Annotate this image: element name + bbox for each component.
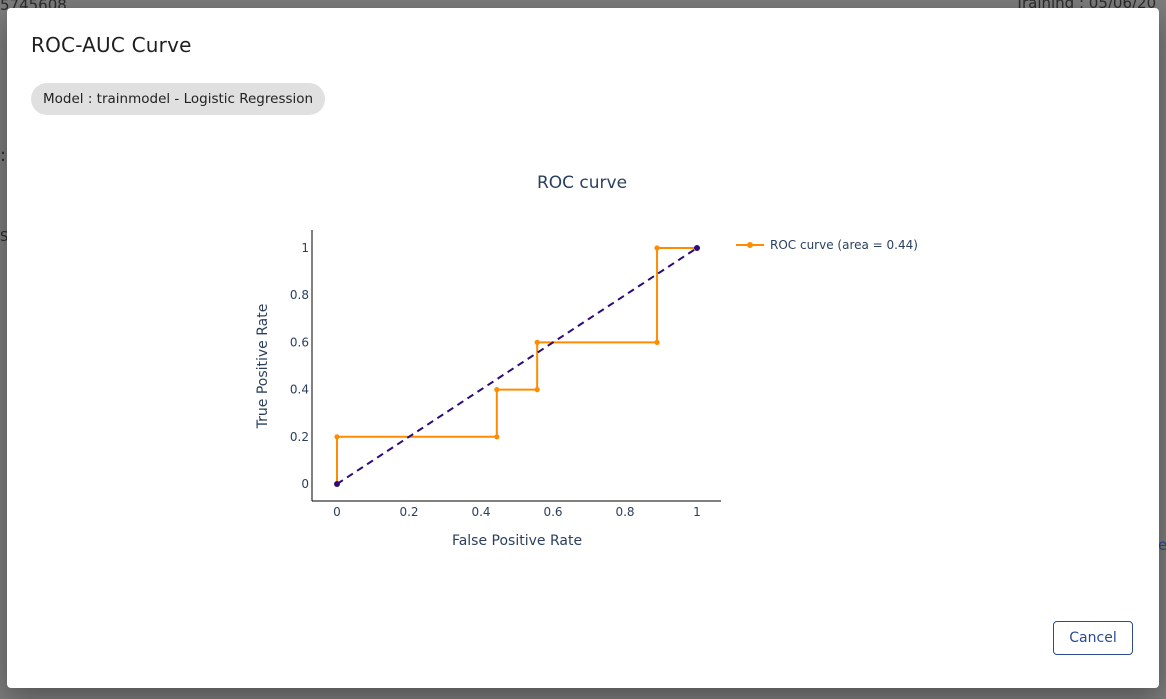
y-axis-label: True Positive Rate <box>255 304 271 430</box>
roc-point <box>334 434 340 440</box>
y-tick-label: 0.2 <box>290 430 309 444</box>
diagonal-reference-line <box>336 247 698 485</box>
chart-title: ROC curve <box>537 173 627 193</box>
legend-marker <box>747 242 753 248</box>
dialog-title: ROC-AUC Curve <box>31 33 192 57</box>
x-tick-label: 1 <box>693 505 701 519</box>
roc-point <box>654 339 660 345</box>
cancel-button[interactable]: Cancel <box>1053 621 1133 655</box>
roc-point <box>534 339 540 345</box>
x-tick-label: 0.8 <box>615 505 634 519</box>
y-tick-label: 0.8 <box>290 288 309 302</box>
y-tick-label: 0.6 <box>290 335 309 349</box>
reference-point <box>334 481 340 487</box>
x-tick-label: 0 <box>333 505 341 519</box>
roc-chart: ROC curve 0 0.2 0.4 0.6 0.8 1 0 0.2 0.4 0.6 0.8 1 Fal… <box>255 173 918 549</box>
background-glyph: : <box>0 145 7 166</box>
roc-point <box>494 434 500 440</box>
legend-label: ROC curve (area = 0.44) <box>770 238 918 252</box>
x-tick-label: 0.4 <box>471 505 490 519</box>
roc-auc-dialog: ROC-AUC Curve Model : trainmodel - Logis… <box>7 8 1159 688</box>
x-tick-label: 0.2 <box>399 505 418 519</box>
y-tick-label: 0.4 <box>290 383 309 397</box>
reference-point <box>694 245 700 251</box>
y-tick-label: 1 <box>301 241 309 255</box>
background-link-fragment: e <box>1158 536 1166 554</box>
model-chip: Model : trainmodel - Logistic Regression <box>31 83 326 115</box>
x-tick-label: 0.6 <box>543 505 562 519</box>
y-tick-label: 0 <box>301 477 309 491</box>
x-axis-label: False Positive Rate <box>452 533 582 549</box>
roc-point <box>654 245 660 251</box>
roc-point <box>494 387 500 393</box>
roc-point <box>534 387 540 393</box>
